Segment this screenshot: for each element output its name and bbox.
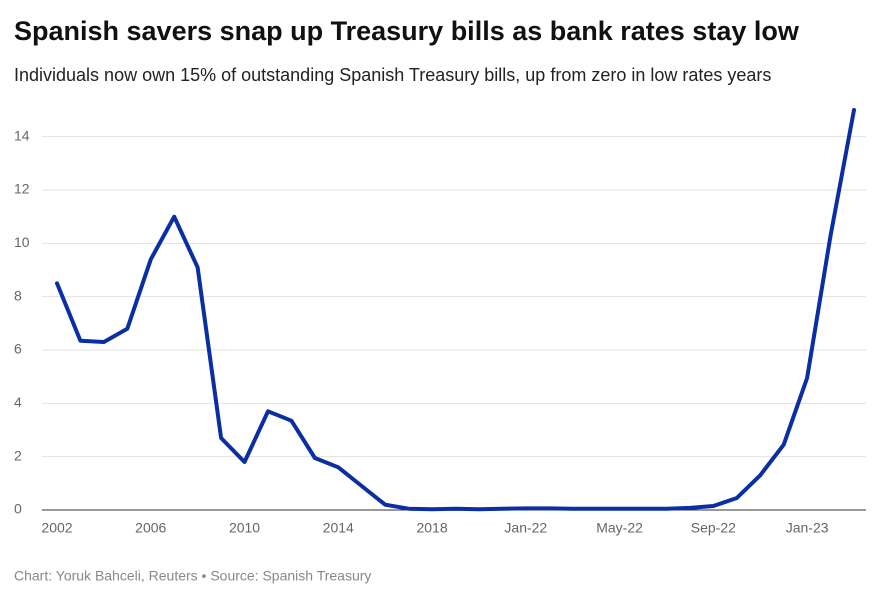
x-tick-label: May-22 xyxy=(596,520,643,536)
x-tick-label: Jan-22 xyxy=(504,520,547,536)
y-tick-label: 14 xyxy=(14,127,30,143)
x-tick-label: Sep-22 xyxy=(691,520,736,536)
y-tick-label: 8 xyxy=(14,287,22,303)
x-tick-label: 2010 xyxy=(229,520,260,536)
chart-footer: Chart: Yoruk Bahceli, Reuters • Source: … xyxy=(14,568,371,584)
y-tick-label: 2 xyxy=(14,447,22,463)
chart-title: Spanish savers snap up Treasury bills as… xyxy=(14,16,800,46)
x-tick-label: 2002 xyxy=(41,520,72,536)
x-tick-label: 2006 xyxy=(135,520,166,536)
chart-subtitle: Individuals now own 15% of outstanding S… xyxy=(14,65,771,85)
y-tick-label: 12 xyxy=(14,181,30,197)
y-tick-label: 6 xyxy=(14,341,22,357)
data-line xyxy=(55,108,856,512)
y-tick-label: 0 xyxy=(14,501,22,517)
y-tick-label: 4 xyxy=(14,394,22,410)
y-tick-label: 10 xyxy=(14,234,30,250)
x-tick-label: 2018 xyxy=(416,520,447,536)
x-tick-label: 2014 xyxy=(323,520,354,536)
x-tick-label: Jan-23 xyxy=(786,520,829,536)
